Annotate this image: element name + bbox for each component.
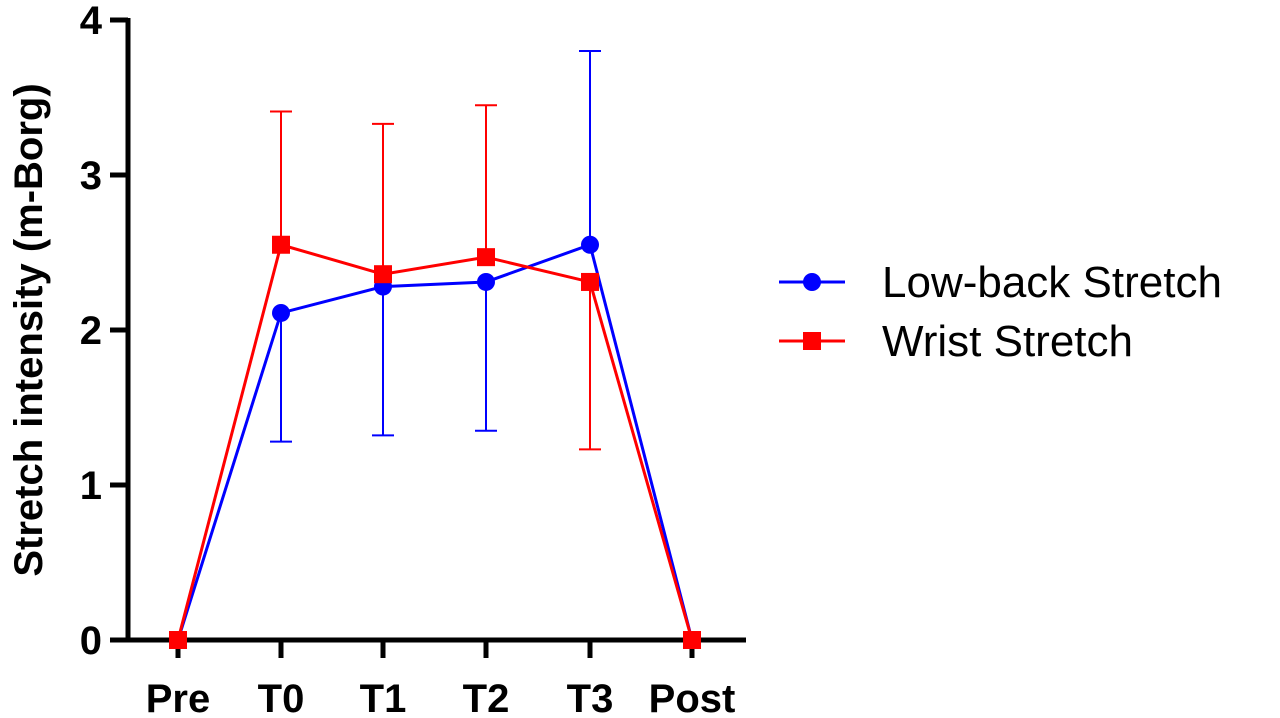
axes xyxy=(125,18,746,643)
data-point xyxy=(477,272,495,291)
x-tick-label: T2 xyxy=(463,677,510,718)
y-tick-label: 4 xyxy=(80,0,103,43)
x-tick-label: Pre xyxy=(146,677,211,718)
y-tick-label: 2 xyxy=(80,309,102,353)
data-point xyxy=(169,631,187,649)
y-tick-label: 0 xyxy=(80,619,102,663)
legend: Low-back Stretch Wrist Stretch xyxy=(779,258,1222,366)
y-ticks: 0 1 2 3 4 xyxy=(80,0,128,663)
x-tick-label: T1 xyxy=(360,677,407,718)
legend-label: Low-back Stretch xyxy=(882,258,1222,307)
y-tick-label: 1 xyxy=(80,464,102,508)
data-point xyxy=(683,631,701,649)
legend-marker xyxy=(803,332,821,350)
x-tick-label: T0 xyxy=(258,677,305,718)
x-tick-label: T3 xyxy=(567,677,614,718)
y-tick-label: 3 xyxy=(80,154,102,198)
x-tick-label: Post xyxy=(649,677,736,718)
legend-label: Wrist Stretch xyxy=(882,317,1133,366)
series-line xyxy=(176,242,694,641)
series-line xyxy=(176,242,694,641)
data-point xyxy=(581,272,599,291)
data-point xyxy=(581,235,599,254)
legend-marker xyxy=(803,273,821,291)
data-point xyxy=(272,235,290,254)
series-lines xyxy=(176,242,694,641)
x-ticks: Pre T0 T1 T2 T3 Post xyxy=(146,640,736,718)
error-bars xyxy=(270,50,601,451)
data-point xyxy=(477,248,495,267)
y-axis-title: Stretch intensity (m-Borg) xyxy=(7,83,51,576)
data-point xyxy=(272,303,290,322)
series-markers xyxy=(169,235,701,649)
data-point xyxy=(374,265,392,284)
